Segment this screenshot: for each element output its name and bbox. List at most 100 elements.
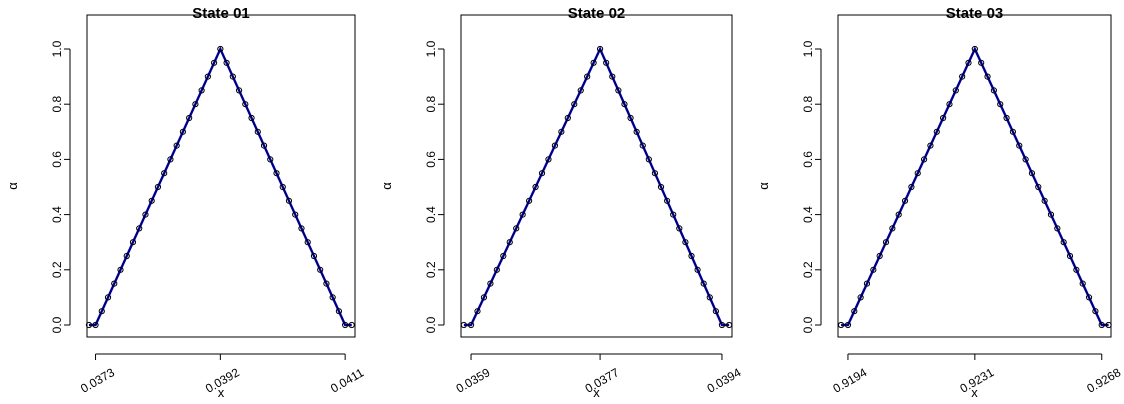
data-point bbox=[267, 156, 274, 163]
data-point bbox=[577, 87, 584, 94]
y-tick-label: 0.4 bbox=[50, 206, 64, 223]
data-point bbox=[129, 239, 137, 246]
data-point bbox=[1028, 170, 1036, 177]
data-point bbox=[621, 101, 628, 108]
data-point bbox=[609, 73, 616, 80]
data-point bbox=[136, 225, 143, 232]
data-point bbox=[1003, 114, 1010, 122]
y-tick-label: 1.0 bbox=[50, 40, 64, 57]
x-axis-label: x bbox=[971, 385, 978, 399]
plot-frame bbox=[86, 14, 356, 338]
series-line bbox=[88, 46, 352, 327]
data-point bbox=[211, 59, 218, 66]
data-point bbox=[952, 87, 959, 94]
data-point bbox=[882, 239, 890, 246]
y-tick-label: 0.2 bbox=[50, 261, 64, 278]
series-line-outline bbox=[841, 48, 1109, 326]
y-tick-label: 0.6 bbox=[424, 151, 438, 168]
data-point bbox=[596, 45, 604, 53]
data-point bbox=[1022, 156, 1029, 163]
chart-title: State 01 bbox=[192, 5, 250, 22]
data-point bbox=[664, 197, 671, 204]
data-point bbox=[506, 239, 513, 246]
data-point bbox=[254, 128, 261, 135]
data-point bbox=[844, 321, 852, 329]
data-point bbox=[682, 239, 689, 246]
chart-panel-3: State 030.00.20.40.60.81.0α0.9194 0.9231 0… bbox=[756, 5, 1123, 400]
data-point bbox=[870, 266, 877, 273]
data-point bbox=[98, 308, 105, 315]
data-point bbox=[927, 142, 934, 149]
x-tick-label: 0.0377 bbox=[583, 365, 622, 396]
data-point bbox=[1066, 252, 1074, 260]
data-point bbox=[639, 142, 646, 149]
x-tick-label: 0.0411 bbox=[328, 365, 366, 395]
data-point bbox=[532, 183, 539, 191]
data-point bbox=[837, 321, 845, 329]
y-tick-label: 0.2 bbox=[424, 261, 438, 278]
y-tick-label: 0.6 bbox=[50, 151, 64, 168]
y-tick-label: 0.0 bbox=[50, 316, 64, 333]
data-point bbox=[480, 294, 488, 301]
data-point bbox=[551, 142, 559, 149]
y-axis-label: α bbox=[5, 182, 20, 190]
data-point bbox=[513, 225, 520, 232]
data-point bbox=[500, 252, 507, 260]
data-point bbox=[971, 45, 978, 53]
data-point bbox=[676, 225, 683, 232]
point-markers bbox=[85, 45, 355, 329]
data-point bbox=[467, 321, 475, 329]
y-tick-label: 0.8 bbox=[801, 96, 815, 113]
data-point bbox=[179, 128, 187, 135]
data-point bbox=[92, 321, 99, 329]
data-point bbox=[718, 321, 726, 329]
data-point bbox=[111, 280, 118, 287]
data-point bbox=[304, 239, 311, 246]
data-point bbox=[657, 183, 665, 191]
x-tick-label: 0.9268 bbox=[1084, 365, 1123, 396]
x-axis-label: x bbox=[593, 385, 600, 399]
data-point bbox=[186, 114, 193, 122]
data-point bbox=[248, 114, 255, 122]
data-point bbox=[959, 73, 966, 80]
data-point bbox=[173, 142, 180, 149]
data-point bbox=[292, 211, 299, 218]
data-point bbox=[260, 142, 268, 149]
y-tick-label: 0.8 bbox=[424, 96, 438, 113]
data-point bbox=[564, 114, 571, 122]
series-line bbox=[463, 46, 730, 327]
data-point bbox=[558, 128, 565, 135]
data-point bbox=[978, 59, 985, 66]
point-markers bbox=[837, 45, 1112, 329]
data-point bbox=[901, 197, 909, 204]
data-point bbox=[298, 225, 305, 232]
data-point bbox=[154, 183, 162, 191]
data-point bbox=[279, 183, 286, 191]
data-point bbox=[645, 156, 652, 163]
data-point bbox=[920, 156, 928, 163]
data-point bbox=[310, 252, 318, 260]
data-point bbox=[148, 197, 155, 204]
x-tick-label: 0.0373 bbox=[78, 365, 117, 396]
data-point bbox=[142, 211, 149, 218]
data-point bbox=[474, 308, 481, 315]
y-tick-label: 1.0 bbox=[424, 40, 438, 57]
x-axis-label: x bbox=[218, 385, 225, 399]
data-point bbox=[1092, 308, 1099, 315]
data-point bbox=[571, 101, 578, 108]
data-point bbox=[342, 321, 349, 329]
data-point bbox=[1041, 197, 1048, 204]
data-point bbox=[204, 73, 211, 80]
point-markers bbox=[460, 45, 733, 329]
data-point bbox=[1054, 225, 1061, 232]
data-point bbox=[545, 156, 552, 163]
data-point bbox=[965, 59, 972, 66]
data-point bbox=[984, 73, 991, 80]
data-point bbox=[1079, 280, 1086, 287]
data-point bbox=[694, 266, 701, 273]
data-point bbox=[1085, 294, 1093, 301]
data-point bbox=[1073, 266, 1080, 273]
data-point bbox=[1098, 321, 1105, 329]
data-point bbox=[670, 211, 677, 218]
